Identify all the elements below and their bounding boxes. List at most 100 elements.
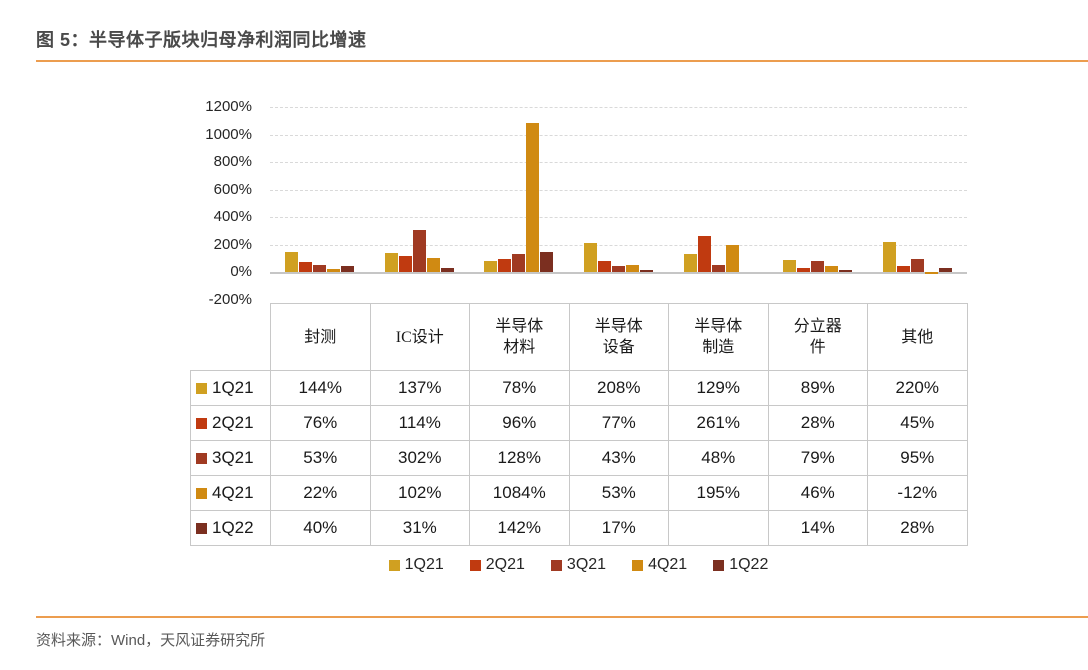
- bar-2Q21: [299, 262, 313, 273]
- series-key-square: [196, 418, 207, 429]
- bar-1Q21: [583, 243, 597, 273]
- table-value-cell: 137%: [369, 370, 470, 406]
- table-value-cell: 302%: [369, 440, 470, 476]
- bar-4Q21: [625, 265, 639, 273]
- table-value-cell: 208%: [568, 370, 669, 406]
- chart-legend: 1Q21 2Q21 3Q21 4Q21 1Q22: [190, 556, 967, 574]
- bar-1Q22: [440, 268, 454, 273]
- table-value-cell: 17%: [568, 510, 669, 546]
- bar-group-3: [469, 107, 569, 300]
- table-value-cell: 53%: [270, 440, 371, 476]
- y-axis-tick-label: 1000%: [205, 125, 252, 143]
- bar-group-4: [569, 107, 669, 300]
- table-value-cell: 77%: [568, 405, 669, 441]
- bar-2Q21: [896, 266, 910, 273]
- y-axis-tick-label: 800%: [213, 153, 252, 171]
- table-value-cell: 40%: [270, 510, 371, 546]
- y-axis-tick-label: 1200%: [205, 98, 252, 115]
- bar-1Q21: [783, 260, 797, 273]
- table-value-cell: 114%: [369, 405, 470, 441]
- legend-label: 4Q21: [648, 556, 688, 573]
- bar-1Q22: [341, 266, 355, 273]
- table-row-1Q22: 1Q22 40% 31% 142% 17% 14% 28%: [190, 510, 968, 546]
- bar-4Q21: [327, 269, 341, 273]
- table-value-cell: 96%: [469, 405, 570, 441]
- table-column-header: 半导体 材料: [469, 303, 570, 371]
- legend-label: 1Q21: [404, 556, 444, 573]
- table-value-cell: 28%: [867, 510, 968, 546]
- table-value-cell: 45%: [867, 405, 968, 441]
- table-value-cell: 1084%: [469, 475, 570, 511]
- gridline: [270, 107, 967, 108]
- bar-1Q21: [683, 254, 697, 273]
- table-value-cell: 129%: [668, 370, 769, 406]
- bar-group-5: [668, 107, 768, 300]
- table-value-cell: -12%: [867, 475, 968, 511]
- table-value-cell: 53%: [568, 475, 669, 511]
- legend-item-4Q21: 4Q21: [632, 556, 687, 574]
- bar-group-2: [370, 107, 470, 300]
- table-value-cell: 76%: [270, 405, 371, 441]
- series-name-label: 1Q22: [212, 518, 254, 537]
- bar-1Q21: [384, 253, 398, 273]
- chart-data-table: 封测 IC设计 半导体 材料 半导体 设备 半导体 制造 分立器 件其他 1Q21 144% 1…: [190, 303, 968, 546]
- table-header-row: 封测 IC设计 半导体 材料 半导体 设备 半导体 制造 分立器 件其他: [190, 303, 968, 371]
- series-key-square: [196, 453, 207, 464]
- table-row-3Q21: 3Q21 53% 302% 128% 43% 48% 79% 95%: [190, 440, 968, 476]
- legend-label: 3Q21: [566, 556, 607, 573]
- legend-item-2Q21: 2Q21: [469, 556, 525, 574]
- legend-label: 1Q22: [729, 556, 769, 573]
- gridline: [270, 134, 967, 136]
- bar-1Q22: [839, 270, 853, 273]
- footer-separator: [36, 616, 1088, 618]
- table-value-cell: 31%: [369, 510, 470, 546]
- table-column-header: 封测: [270, 303, 371, 371]
- series-key-square: [196, 383, 207, 394]
- gridline: [270, 189, 967, 191]
- series-name-label: 2Q21: [212, 413, 254, 432]
- bar-3Q21: [711, 265, 725, 273]
- bar-4Q21: [825, 266, 839, 273]
- table-column-header: 分立器 件: [767, 303, 868, 371]
- y-axis-tick-label: 600%: [213, 180, 252, 198]
- bar-4Q21: [924, 272, 938, 275]
- table-value-cell: 102%: [369, 475, 470, 511]
- bar-3Q21: [412, 230, 426, 273]
- legend-swatch: [632, 559, 644, 571]
- table-value-cell: 46%: [767, 475, 868, 511]
- bar-4Q21: [526, 123, 540, 273]
- table-row-label: 1Q21: [190, 370, 271, 406]
- legend-label: 2Q21: [485, 556, 525, 573]
- gridline: [270, 244, 967, 246]
- bar-chart-plot-area: [270, 107, 967, 300]
- table-row-4Q21: 4Q21 22% 102% 1084% 53% 195% 46% -12%: [190, 475, 968, 511]
- bar-2Q21: [498, 259, 512, 273]
- legend-item-3Q21: 3Q21: [550, 556, 607, 574]
- y-axis-tick-label: 0%: [230, 263, 252, 281]
- bar-3Q21: [512, 254, 526, 273]
- table-row-label: 1Q22: [190, 510, 271, 546]
- bar-1Q22: [938, 268, 952, 273]
- zero-axis-line: [270, 272, 967, 275]
- table-value-cell: 195%: [668, 475, 769, 511]
- table-value-cell: 78%: [469, 370, 570, 406]
- table-value-cell: 48%: [668, 440, 769, 476]
- bar-2Q21: [398, 256, 412, 273]
- bar-3Q21: [313, 265, 327, 273]
- bar-1Q21: [882, 242, 896, 273]
- table-column-header: 半导体 制造: [668, 303, 769, 371]
- source-attribution: 资料来源：Wind，天风证券研究所: [36, 632, 266, 649]
- table-column-header: 半导体 设备: [568, 303, 669, 371]
- table-value-cell: 89%: [767, 370, 868, 406]
- bar-2Q21: [597, 261, 611, 273]
- bar-1Q22: [540, 252, 554, 273]
- gridline: [270, 217, 967, 219]
- bar-3Q21: [910, 259, 924, 273]
- table-value-cell: 220%: [867, 370, 968, 406]
- table-row-1Q21: 1Q21 144% 137% 78% 208% 129% 89% 220%: [190, 370, 968, 406]
- series-name-label: 1Q21: [212, 378, 254, 397]
- table-value-cell: 43%: [568, 440, 669, 476]
- bar-group-7: [867, 107, 967, 300]
- series-key-square: [196, 523, 207, 534]
